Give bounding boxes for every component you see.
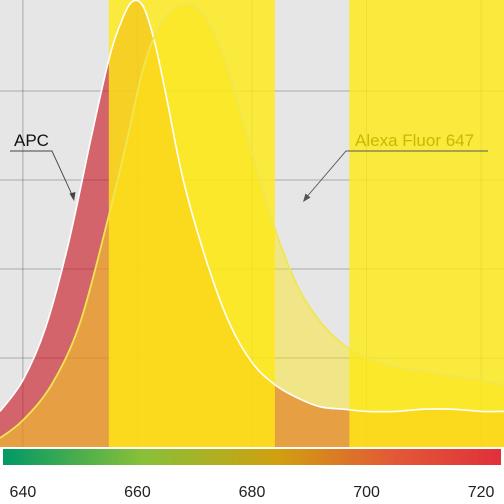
annotation-apc-leader — [10, 150, 75, 200]
x-tick-label-3: 700 — [353, 484, 380, 501]
annotation-apc-arrow — [69, 192, 76, 201]
x-tick-label-0: 640 — [10, 484, 37, 501]
apc-spectrum-line — [0, 0, 504, 413]
x-tick-label-2: 680 — [239, 484, 266, 501]
alexa-fluor-647-spectrum-area — [0, 3, 504, 448]
annotations: APC Alexa Fluor 647 — [10, 131, 488, 202]
wavelength-gradient-bar — [3, 449, 501, 465]
x-tick-label-4: 720 — [468, 484, 495, 501]
annotation-apc: APC — [14, 131, 49, 150]
annotation-alexa-leader — [304, 150, 488, 200]
alexa-fluor-647-spectrum-line — [0, 3, 504, 439]
x-axis-ticks: 640 660 680 700 720 — [10, 484, 495, 501]
filter-band-0 — [108, 0, 275, 447]
x-tick-label-1: 660 — [124, 484, 151, 501]
annotation-alexa-arrow — [303, 193, 311, 202]
annotation-alexa-fluor-647: Alexa Fluor 647 — [355, 131, 474, 150]
